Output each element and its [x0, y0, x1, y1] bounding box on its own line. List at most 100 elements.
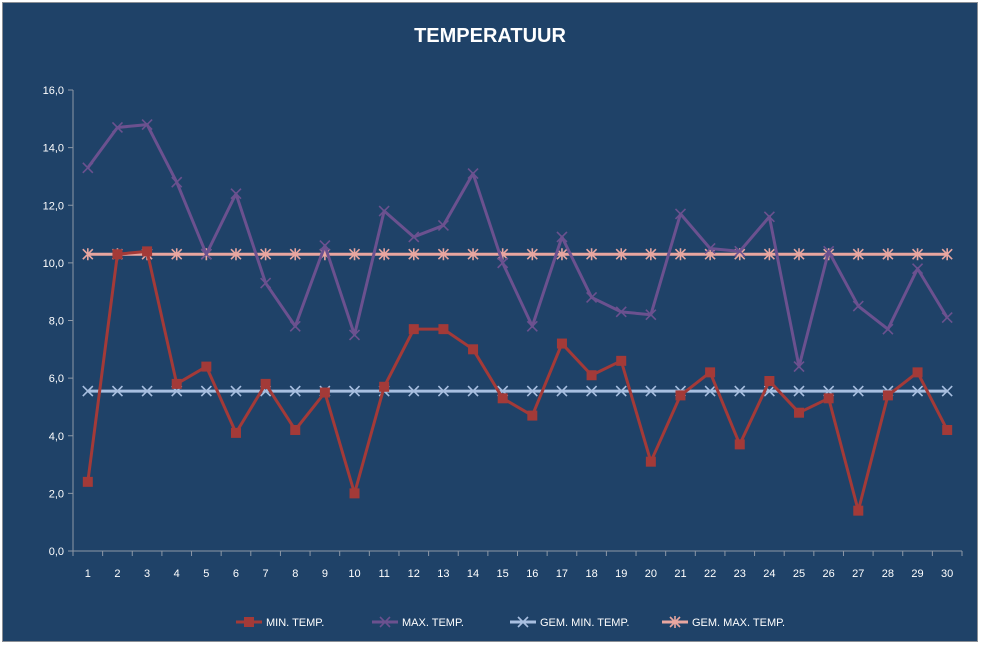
data-point — [200, 385, 212, 397]
y-tick-label: 4,0 — [49, 431, 64, 443]
data-point — [437, 248, 449, 261]
x-tick-label: 9 — [322, 568, 328, 580]
data-point — [616, 355, 627, 366]
data-point — [379, 381, 390, 392]
data-point — [230, 427, 241, 438]
data-point — [82, 248, 94, 261]
data-point — [82, 162, 94, 174]
data-point — [378, 205, 390, 217]
data-point — [348, 248, 361, 261]
data-point — [82, 476, 93, 487]
data-point — [408, 231, 420, 243]
data-point — [645, 309, 657, 321]
data-point — [408, 248, 420, 261]
data-point — [734, 385, 746, 397]
data-point — [912, 367, 923, 378]
legend-label: MIN. TEMP. — [266, 617, 324, 629]
data-point — [823, 393, 834, 404]
x-tick-label: 21 — [674, 568, 686, 580]
data-point — [111, 121, 124, 134]
x-tick-label: 14 — [467, 568, 479, 580]
data-point — [142, 246, 153, 257]
data-point — [586, 370, 597, 381]
data-point — [645, 456, 656, 467]
data-point — [882, 248, 894, 261]
data-point — [526, 385, 538, 397]
y-tick-label: 10,0 — [43, 258, 64, 270]
x-tick-label: 5 — [203, 568, 209, 580]
x-tick-label: 13 — [437, 568, 449, 580]
x-tick-label: 10 — [348, 568, 360, 580]
data-point — [290, 424, 301, 435]
data-point — [911, 385, 924, 397]
data-point — [467, 248, 479, 261]
data-point — [112, 249, 123, 260]
chart-title: TEMPERATUUR — [414, 25, 566, 47]
y-tick-label: 0,0 — [49, 546, 64, 558]
data-point — [230, 248, 242, 261]
x-tick-label: 4 — [174, 568, 180, 580]
data-point — [171, 176, 183, 188]
x-tick-label: 18 — [585, 568, 597, 580]
data-point — [763, 248, 775, 261]
data-point — [704, 242, 716, 255]
x-tick-label: 30 — [941, 568, 953, 580]
data-point — [793, 385, 805, 397]
x-tick-label: 15 — [497, 568, 509, 580]
chart-area: TEMPERATUUR — [2, 2, 978, 642]
data-point — [675, 390, 686, 401]
x-tick-label: 12 — [408, 568, 420, 580]
x-tick-label: 29 — [911, 568, 923, 580]
data-point — [734, 245, 746, 257]
x-tick-label: 22 — [704, 568, 716, 580]
data-point — [556, 385, 568, 397]
data-point — [438, 324, 449, 335]
data-point — [111, 385, 124, 397]
data-point — [201, 361, 212, 372]
data-point — [853, 505, 864, 516]
data-point — [852, 385, 864, 397]
data-point — [556, 338, 567, 349]
data-point — [615, 385, 627, 397]
data-point — [586, 248, 598, 261]
data-point — [348, 329, 361, 341]
data-point — [794, 407, 805, 418]
data-point — [171, 248, 183, 261]
data-point — [793, 361, 805, 373]
data-point — [823, 245, 835, 257]
data-point — [705, 367, 716, 378]
data-point — [556, 231, 568, 243]
data-point — [319, 387, 330, 398]
data-point — [793, 248, 805, 261]
data-point — [734, 439, 745, 450]
data-point — [497, 393, 508, 404]
data-point — [615, 248, 627, 261]
data-point — [882, 323, 894, 335]
y-tick-label: 14,0 — [43, 143, 64, 155]
data-point — [586, 385, 598, 397]
legend-marker — [517, 616, 529, 628]
legend-marker — [244, 617, 254, 627]
y-tick-label: 12,0 — [43, 200, 64, 212]
data-point — [289, 385, 301, 397]
data-point — [763, 211, 775, 223]
x-tick-label: 17 — [556, 568, 568, 580]
data-point — [467, 167, 479, 180]
data-point — [141, 385, 153, 397]
x-tick-label: 26 — [823, 568, 835, 580]
data-point — [615, 306, 627, 318]
legend-label: MAX. TEMP. — [402, 617, 464, 629]
data-point — [674, 248, 687, 261]
x-tick-label: 2 — [114, 568, 120, 580]
data-point — [230, 188, 242, 200]
series-line-1 — [86, 123, 949, 369]
data-point — [289, 248, 301, 261]
data-point — [526, 248, 538, 261]
data-point — [645, 248, 657, 261]
data-point — [497, 257, 509, 269]
data-point — [941, 312, 953, 324]
data-point — [260, 277, 272, 289]
legend-label: GEM. MIN. TEMP. — [540, 617, 629, 629]
data-point — [526, 320, 538, 332]
data-point — [230, 385, 242, 397]
